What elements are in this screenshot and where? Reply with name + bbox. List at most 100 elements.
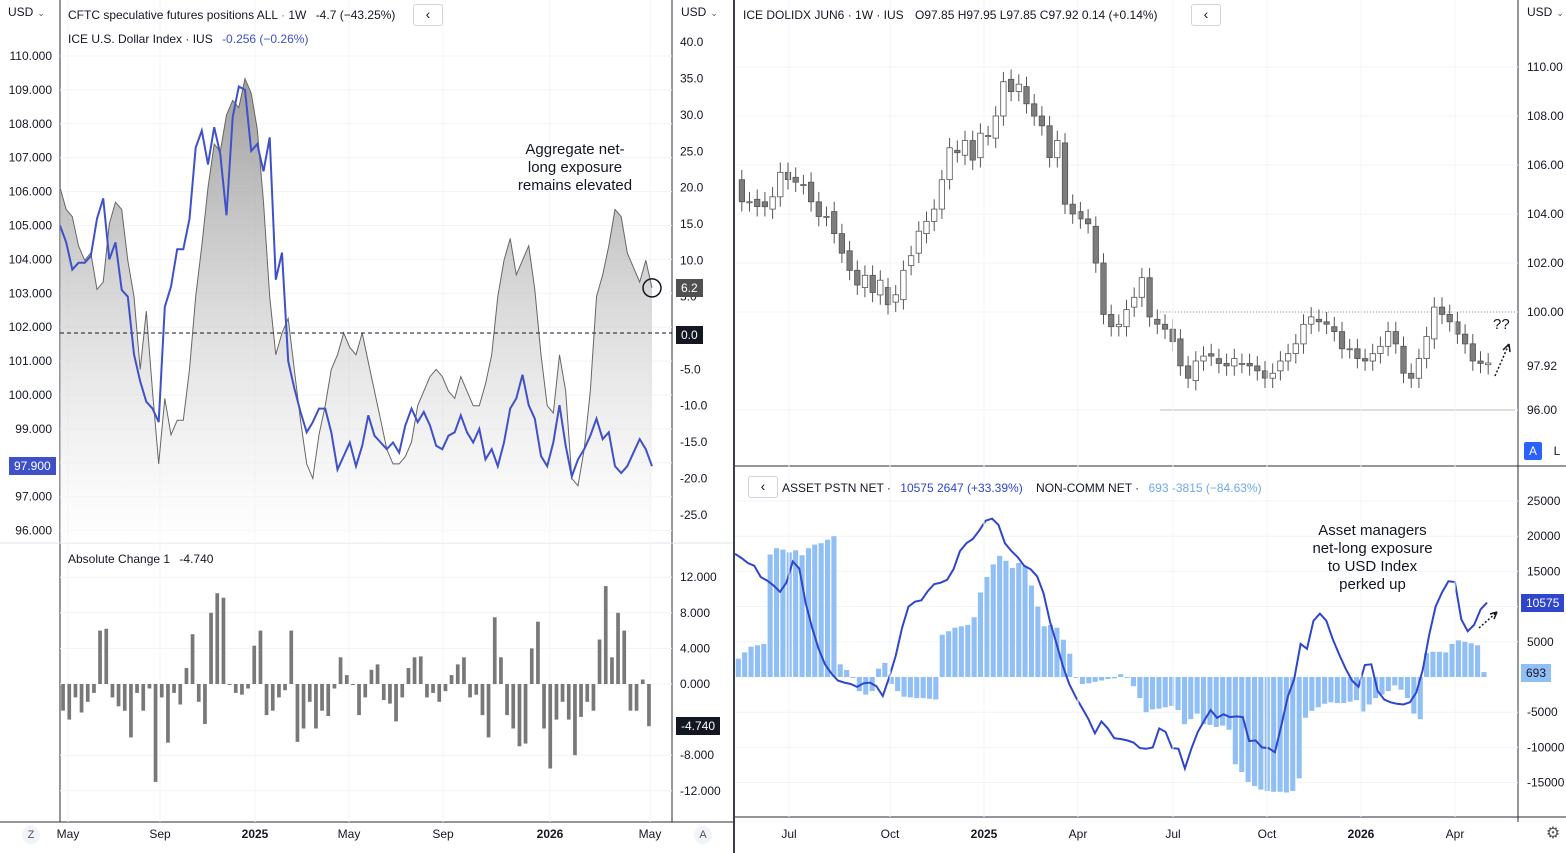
noncomm-bar [927, 677, 933, 699]
change-bar [252, 645, 257, 684]
a-button[interactable]: A [694, 826, 712, 844]
candle-body [1069, 203, 1076, 215]
settings-button[interactable]: ⚙ [1543, 824, 1563, 844]
candle-body [915, 230, 922, 254]
noncomm-bar [1111, 677, 1117, 679]
noncomm-bar [1124, 677, 1130, 678]
x-tick-label: Sep [149, 827, 171, 841]
asset-managers-annotation: Asset managers net-long exposure to USD … [1312, 522, 1433, 593]
noncomm-bar [1118, 674, 1124, 677]
x-tick-label: May [639, 827, 662, 841]
noncomm-bar [1009, 567, 1015, 677]
noncomm-bar [882, 662, 888, 677]
right-tick-label: 35.0 [680, 72, 704, 86]
lower-tick-label: 8.000 [680, 606, 710, 620]
change-bar [227, 684, 232, 685]
noncomm-bar [1430, 651, 1436, 677]
noncomm-bar [1258, 677, 1264, 790]
projection-arrow [1494, 343, 1510, 377]
collapse-legend-button[interactable]: ‹ [413, 4, 443, 26]
arrow-head-icon [1489, 611, 1498, 620]
left-chart-canvas[interactable]: 110.000 109.000 108.000 107.000 106.000 105.0… [0, 0, 733, 853]
change-bar [585, 684, 590, 702]
change-bar [628, 684, 633, 711]
candle-body [1338, 331, 1346, 350]
change-bar [425, 684, 429, 698]
candle-body [1023, 86, 1030, 105]
noncomm-bar [799, 555, 805, 677]
candle-body [954, 149, 961, 154]
right-tick-label: -10.0 [680, 399, 708, 413]
auto-scale-button[interactable]: A [1524, 442, 1542, 460]
dxy-change: -0.256 (−0.26%) [222, 32, 309, 46]
x-tick-label: Jul [781, 827, 796, 841]
candle-body [1138, 277, 1146, 298]
absolute-change-legend[interactable]: Absolute Change 1 -4.740 [68, 552, 213, 566]
noncomm-bar [831, 536, 837, 677]
log-scale-button[interactable]: L [1553, 444, 1561, 458]
noncomm-bar [1194, 677, 1200, 714]
change-bar [616, 612, 620, 684]
candle-body [1369, 353, 1376, 362]
candle-body [1400, 345, 1407, 374]
change-bar [486, 684, 491, 738]
candle-body [769, 196, 776, 210]
change-bar [153, 684, 158, 782]
cftc-legend[interactable]: CFTC speculative futures positions ALL ·… [68, 8, 396, 22]
noncomm-bar [1092, 677, 1098, 682]
collapse-legend-button[interactable]: ‹ [1191, 4, 1221, 26]
lower-tick-label: 5000 [1527, 635, 1554, 649]
right-unit-selector[interactable]: USD ⌄ [681, 5, 718, 19]
noncomm-bar [850, 677, 856, 678]
left-tick-label: 109.000 [9, 83, 53, 97]
pane-divider[interactable] [733, 0, 735, 853]
change-bar [363, 684, 368, 698]
right-unit-selector[interactable]: USD ⌄ [1527, 5, 1564, 19]
z-button[interactable]: Z [22, 826, 40, 844]
noncomm-bar [895, 677, 901, 692]
asset-legend[interactable]: ASSET PSTN NET · 10575 2647 (+33.39%) NO… [782, 481, 1262, 495]
left-tick-label: 100.000 [9, 388, 53, 402]
change-bar [196, 684, 201, 702]
right-tick-label: 20.0 [680, 181, 704, 195]
candle-body [1031, 103, 1038, 117]
noncomm-bar [1322, 677, 1328, 704]
change-bar [141, 684, 146, 711]
candle-body [1161, 323, 1169, 330]
x-tick-label: Apr [1069, 827, 1088, 841]
candle-body [1423, 336, 1430, 360]
change-bar [289, 630, 294, 684]
right-chart-canvas[interactable]: 110.00 108.00 106.00 104.00 102.00 100.00 96.0… [735, 0, 1566, 853]
change-bar [147, 684, 152, 689]
chevron-left-icon: ‹ [1203, 6, 1209, 22]
price-tick-label: 106.00 [1527, 158, 1564, 172]
noncomm-bar [1417, 677, 1423, 720]
change-bar [437, 684, 442, 702]
left-unit-selector[interactable]: USD ⌄ [8, 5, 45, 19]
candle-body [1038, 115, 1046, 127]
noncomm-bar [1073, 677, 1079, 678]
x-tick-label: Oct [881, 827, 900, 841]
noncomm-bar [920, 677, 926, 699]
expand-legend-button[interactable]: ‹ [748, 476, 778, 498]
dxy-legend[interactable]: ICE U.S. Dollar Index · IUS -0.256 (−0.2… [68, 32, 308, 46]
noncomm-bar [1213, 677, 1219, 727]
noncomm-bar [1003, 560, 1009, 677]
dolidx-ohlc: O97.85 H97.95 L97.85 C97.92 0.14 (+0.14%… [915, 8, 1158, 22]
asset-value-chip: 10575 [1521, 594, 1565, 612]
noncomm-bar [965, 624, 971, 677]
dolidx-legend[interactable]: ICE DOLIDX JUN6 · 1W · IUS O97.85 H97.95… [743, 8, 1158, 22]
noncomm-bar [939, 634, 945, 677]
change-bar [314, 684, 318, 729]
noncomm-bar [1366, 677, 1372, 705]
noncomm-bar [1271, 677, 1277, 792]
noncomm-bar [977, 592, 983, 677]
cftc-interval: 1W [288, 8, 307, 22]
dxy-line [59, 84, 653, 481]
candle-body [1154, 318, 1161, 325]
change-bar [135, 684, 139, 693]
candle-body [1408, 372, 1415, 379]
noncomm-bar [1035, 606, 1041, 677]
change-bar [418, 656, 423, 684]
absolute-change-chip: -4.740 [676, 717, 721, 735]
